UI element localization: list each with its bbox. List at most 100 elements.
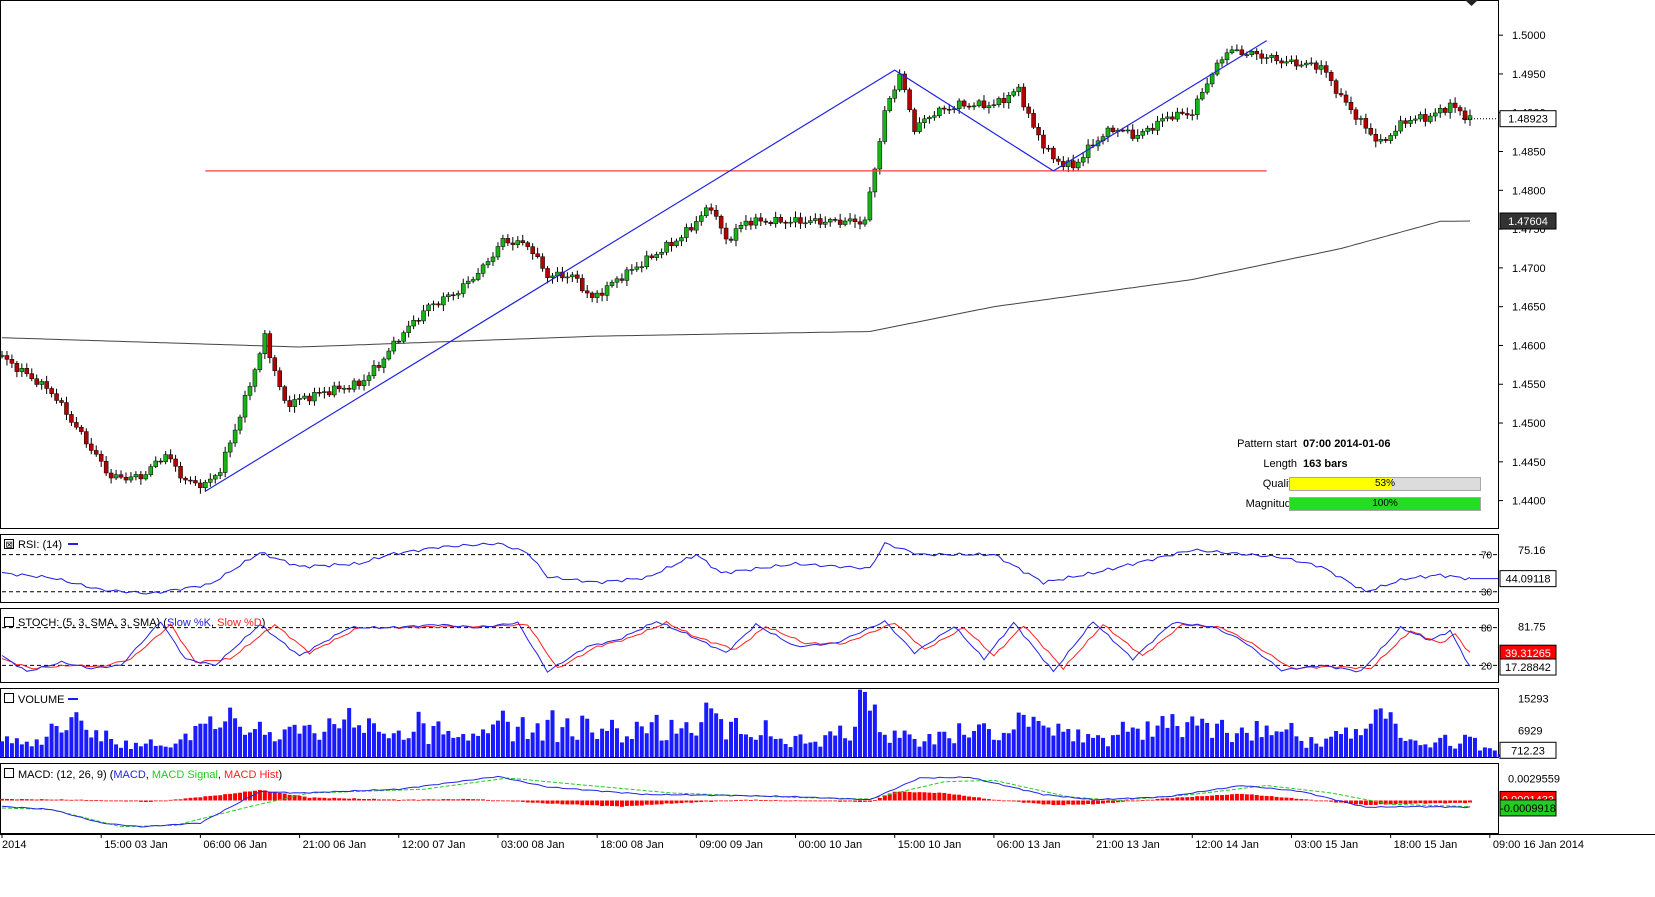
macd-hist-bar bbox=[193, 797, 198, 801]
candle-body bbox=[505, 238, 511, 244]
volume-bar bbox=[555, 742, 560, 757]
candle-body bbox=[287, 400, 292, 407]
volume-bar bbox=[1348, 738, 1353, 757]
stoch-collapse-icon[interactable] bbox=[4, 617, 14, 627]
volume-bar bbox=[1006, 733, 1011, 757]
macd-hist-bar bbox=[1135, 800, 1140, 802]
price-tick-label: 1.4700 bbox=[1512, 263, 1546, 275]
volume-bar bbox=[922, 741, 927, 757]
macd-hist-bar bbox=[327, 798, 332, 801]
macd-hist-bar bbox=[1259, 795, 1264, 801]
macd-value-label: -0.0009918 bbox=[1500, 803, 1556, 815]
macd-hist-bar bbox=[1145, 799, 1150, 801]
macd-hist-bar bbox=[257, 790, 262, 801]
candle-body bbox=[981, 100, 987, 108]
stoch-level-label: 20 bbox=[1481, 661, 1493, 672]
candle-body bbox=[684, 227, 689, 238]
volume-bar bbox=[123, 740, 128, 757]
volume-bar bbox=[396, 730, 401, 757]
scroll-marker-icon[interactable] bbox=[1465, 0, 1478, 6]
candle-body bbox=[525, 242, 530, 247]
candle-body bbox=[823, 221, 828, 225]
volume-bar bbox=[520, 717, 525, 757]
candle-body bbox=[773, 217, 778, 225]
volume-bar bbox=[1458, 743, 1463, 757]
macd-hist-bar bbox=[585, 800, 590, 806]
candle-body bbox=[19, 368, 25, 372]
quality-bar-fill bbox=[1290, 478, 1391, 490]
volume-bar bbox=[381, 733, 386, 757]
volume-bar bbox=[74, 712, 79, 757]
volume-bar bbox=[208, 716, 213, 757]
macd-hist-bar bbox=[788, 800, 793, 802]
rsi-collapse-icon[interactable] bbox=[4, 539, 14, 549]
ma-value-label: 1.47604 bbox=[1508, 216, 1548, 228]
candle-body bbox=[441, 296, 446, 306]
macd-hist-bar bbox=[709, 800, 714, 802]
candle-body bbox=[203, 482, 208, 489]
candle-body bbox=[1170, 116, 1175, 120]
svg-text:MACD: (12, 26, 9) (MACD, MACD: MACD: (12, 26, 9) (MACD, MACD Signal, MA… bbox=[18, 769, 282, 781]
volume-bar bbox=[1175, 725, 1180, 757]
volume-bar bbox=[972, 730, 977, 757]
candle-body bbox=[1408, 119, 1413, 124]
macd-hist-bar bbox=[902, 791, 907, 801]
macd-hist-bar bbox=[39, 799, 44, 801]
candle-body bbox=[1016, 86, 1021, 92]
macd-hist-bar bbox=[1200, 796, 1205, 801]
macd-hist-bar bbox=[619, 800, 624, 807]
rsi-title: RSI: (14) bbox=[18, 539, 62, 551]
macd-hist-bar bbox=[1279, 797, 1284, 801]
candle-body bbox=[1388, 135, 1393, 141]
macd-hist-bar bbox=[163, 800, 168, 802]
candle-body bbox=[173, 458, 178, 467]
stoch-header: STOCH: (5, 3, SMA, 3, SMA) (Slow %K, Slo… bbox=[4, 617, 265, 629]
macd-hist-bar bbox=[1140, 800, 1145, 801]
volume-bar bbox=[937, 731, 942, 757]
rsi-plot: 70 30 bbox=[1, 541, 1498, 599]
volume-bar bbox=[1482, 747, 1487, 757]
volume-bar bbox=[1096, 735, 1101, 757]
candle-body bbox=[465, 280, 471, 284]
candle-body bbox=[193, 480, 198, 484]
volume-bar bbox=[44, 736, 49, 757]
volume-bar bbox=[401, 739, 406, 757]
macd-hist-bar bbox=[962, 795, 967, 801]
volume-bar bbox=[228, 707, 233, 757]
macd-hist-bar bbox=[1388, 800, 1393, 805]
volume-bar bbox=[163, 746, 168, 757]
candle-body bbox=[703, 207, 709, 216]
macd-collapse-icon[interactable] bbox=[4, 768, 14, 778]
volume-bar bbox=[461, 734, 466, 757]
macd-hist-bar bbox=[1096, 800, 1101, 804]
macd-hist-bar bbox=[138, 800, 143, 802]
macd-hist-bar bbox=[853, 800, 858, 802]
candle-body bbox=[485, 261, 491, 266]
macd-hist-bar bbox=[803, 800, 808, 802]
volume-bar bbox=[1115, 734, 1120, 757]
rsi-level-label: 70 bbox=[1481, 551, 1493, 562]
candle-body bbox=[1467, 115, 1473, 121]
macd-plot bbox=[0, 775, 1472, 828]
candle-body bbox=[614, 278, 620, 283]
macd-hist-bar bbox=[411, 799, 416, 801]
macd-hist-bar bbox=[848, 800, 853, 802]
candle-body bbox=[947, 108, 952, 111]
candle-body bbox=[1333, 80, 1339, 94]
macd-header: MACD: (12, 26, 9) (MACD, MACD Signal, MA… bbox=[4, 768, 282, 781]
macd-hist-bar bbox=[664, 800, 669, 804]
volume-bar bbox=[198, 723, 203, 757]
macd-hist-bar bbox=[957, 794, 962, 801]
candle-body bbox=[54, 393, 59, 401]
volume-bar bbox=[1016, 712, 1021, 757]
volume-bar bbox=[148, 739, 153, 757]
volume-collapse-icon[interactable] bbox=[4, 693, 14, 703]
macd-hist-bar bbox=[862, 800, 867, 802]
volume-bar bbox=[1086, 734, 1091, 757]
candle-body bbox=[1031, 113, 1036, 128]
volume-bar bbox=[540, 740, 545, 757]
macd-hist-bar bbox=[1344, 800, 1349, 804]
candle-body bbox=[376, 365, 382, 368]
macd-hist-bar bbox=[981, 798, 986, 801]
candle-body bbox=[356, 380, 362, 386]
